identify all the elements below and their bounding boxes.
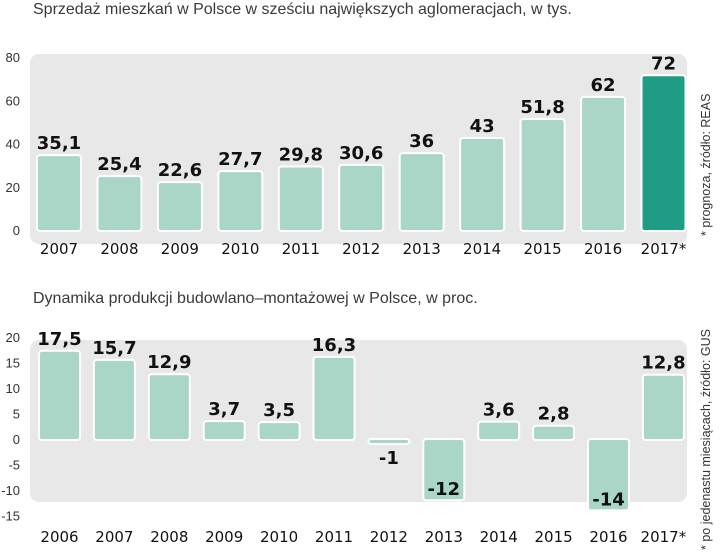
chart-1-data-label: 36: [409, 131, 434, 152]
chart-1-bar: [459, 137, 506, 232]
chart-2-bar: [587, 438, 630, 512]
chart-1-y-tick: 0: [13, 223, 20, 238]
chart-1-bar: [96, 175, 143, 232]
chart-2-x-tick: 2008: [150, 528, 188, 546]
chart-2-x-tick: 2012: [370, 528, 408, 546]
chart-2-y-tick: 10: [6, 381, 20, 396]
chart-2-data-label: 3,5: [263, 400, 295, 421]
chart-1-x-tick: 2013: [403, 240, 441, 258]
chart-2-data-label: 17,5: [37, 329, 81, 350]
chart-1-y-tick: 20: [6, 180, 20, 195]
chart-1-x-tick: 2011: [282, 240, 320, 258]
chart-1-title: Sprzedaż mieszkań w Polsce w sześciu naj…: [33, 1, 572, 18]
chart-1-y-tick: 80: [6, 50, 20, 65]
chart-2-bar: [257, 421, 301, 441]
chart-2-bar: [641, 373, 685, 441]
chart-1-x-tick: 2016: [584, 240, 622, 258]
chart-2-data-label: -1: [379, 448, 399, 469]
chart-1-x-tick: 2010: [221, 240, 259, 258]
chart-1-bar: [398, 152, 445, 232]
chart-1-data-label: 72: [651, 53, 676, 74]
chart-2-bar: [92, 358, 136, 441]
chart-2-data-label: 15,7: [92, 338, 136, 359]
chart-2-x-tick: 2009: [205, 528, 243, 546]
chart-2-x-tick: 2015: [535, 528, 573, 546]
chart-2-y-tick: 20: [6, 330, 20, 345]
chart-1-data-label: 35,1: [37, 133, 81, 154]
chart-2-data-label: 12,8: [641, 353, 685, 374]
chart-1-data-label: 22,6: [158, 160, 202, 181]
chart-2-x-tick: 2007: [95, 528, 133, 546]
chart-2-data-label: 12,9: [147, 352, 191, 373]
chart-2-y-tick: 5: [13, 407, 20, 422]
chart-2-bar: [367, 438, 411, 446]
chart-2-bar: [532, 424, 576, 442]
chart-2-bar: [312, 355, 356, 441]
chart-2-x-tick: 2016: [589, 528, 627, 546]
chart-1-x-tick: 2008: [100, 240, 138, 258]
chart-2-bar: [147, 373, 191, 441]
chart-2-data-label: -12: [428, 479, 461, 500]
chart-2-x-tick: 2013: [425, 528, 463, 546]
chart-1-bar: [156, 181, 203, 233]
chart-2-data-label: 16,3: [312, 335, 356, 356]
chart-2-y-tick: 0: [13, 432, 20, 447]
chart-1-bar: [36, 154, 82, 232]
chart-2-y-tick: 15: [6, 356, 20, 371]
chart-1-bar: [217, 170, 264, 233]
chart-2-x-tick: 2006: [40, 528, 78, 546]
chart-2-data-label: 3,6: [483, 400, 515, 421]
chart-2-x-tick: 2011: [315, 528, 353, 546]
chart-1-x-tick: 2017*: [641, 240, 687, 258]
chart-2-x-tick: 2017*: [641, 528, 687, 546]
chart-2-plot-area: [30, 340, 687, 502]
chart-2-y-tick: -15: [1, 509, 20, 524]
chart-2-y-tick: -5: [8, 458, 20, 473]
chart-1-x-tick: 2007: [40, 240, 78, 258]
chart-2-data-label: -14: [592, 489, 625, 510]
chart-2-bar: [422, 438, 466, 502]
chart-1-x-tick: 2015: [524, 240, 562, 258]
chart-1-bar: [640, 74, 687, 232]
chart-2-data-label: 3,7: [208, 399, 240, 420]
chart-1-x-tick: 2012: [342, 240, 380, 258]
chart-1-y-tick: 40: [6, 137, 20, 152]
chart-2-bar: [38, 349, 81, 441]
chart-2-title: Dynamika produkcji budowlano–montażowej …: [33, 290, 478, 307]
chart-1-bar: [277, 165, 324, 232]
chart-1-data-label: 25,4: [97, 154, 141, 175]
chart-2-bar: [477, 420, 521, 442]
chart-1-y-tick: 60: [6, 93, 20, 108]
chart-1-x-tick: 2009: [161, 240, 199, 258]
chart-2-y-tick: -10: [1, 483, 20, 498]
chart-2-x-tick: 2014: [480, 528, 518, 546]
chart-1-x-tick: 2014: [463, 240, 501, 258]
chart-1-data-label: 30,6: [339, 143, 383, 164]
chart-1-bar: [580, 95, 627, 232]
chart-1-bar: [519, 117, 566, 232]
chart-2-data-label: 2,8: [538, 404, 570, 425]
chart-2-x-tick: 2010: [260, 528, 298, 546]
chart-2-bar: [202, 420, 246, 442]
chart-1-data-label: 62: [591, 75, 616, 96]
chart-1-data-label: 27,7: [218, 149, 262, 170]
chart-1-bar: [338, 163, 385, 232]
chart-1-data-label: 29,8: [279, 145, 323, 166]
chart-1-data-label: 43: [470, 116, 495, 137]
chart-1-data-label: 51,8: [520, 97, 564, 118]
